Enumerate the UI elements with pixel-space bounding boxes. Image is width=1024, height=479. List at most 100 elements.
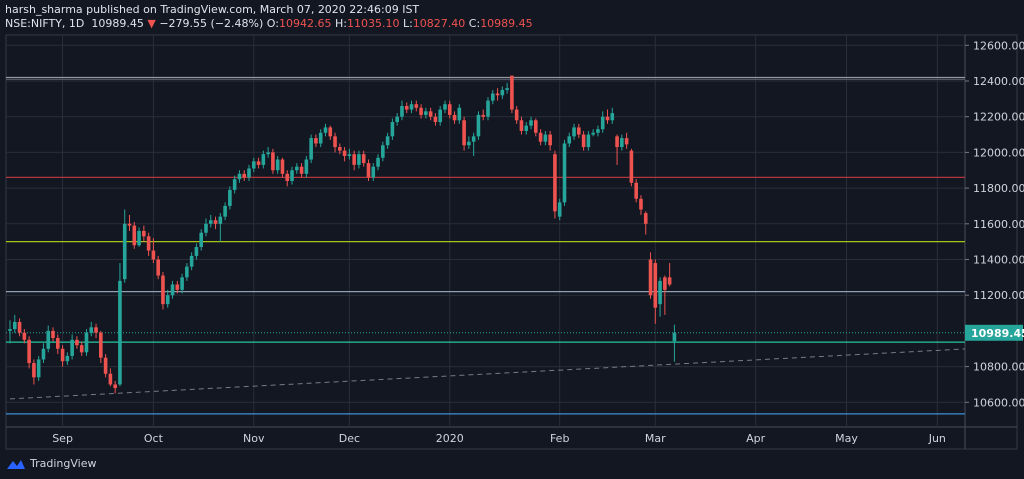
candle-down [352, 154, 356, 165]
candle-up [137, 230, 141, 246]
trendline[interactable] [9, 348, 966, 400]
x-tick-label: Apr [746, 432, 766, 445]
candle-down [419, 107, 423, 115]
candle-down [510, 75, 514, 110]
candle-down [299, 166, 304, 174]
y-tick-label: 12000.00 [973, 146, 1024, 159]
candle-up [620, 138, 624, 148]
candle-up [275, 159, 280, 171]
x-tick-label: May [835, 432, 858, 445]
x-tick-label: Dec [339, 432, 360, 445]
candle-up [290, 170, 294, 181]
candle-down [142, 230, 146, 237]
candle-up [204, 223, 208, 233]
candle-down [462, 120, 466, 146]
candle-up [529, 120, 533, 126]
candle-down [161, 275, 165, 305]
candle-down [538, 132, 543, 142]
candle-up [223, 205, 227, 217]
candle-up [180, 277, 184, 290]
y-tick-label: 12400.00 [973, 75, 1024, 88]
candle-down [213, 220, 218, 224]
candle-up [443, 104, 447, 110]
symbol-name[interactable]: NSE:NIFTY, 1D [5, 17, 85, 30]
candle-down [428, 111, 433, 117]
candle-down [634, 182, 638, 199]
close-label: C: [468, 17, 481, 30]
candle-down [605, 116, 610, 121]
candle-up [251, 161, 256, 169]
close-value: 10989.45 [480, 17, 533, 30]
brand-name: TradingView [30, 457, 97, 470]
candle-down [481, 114, 486, 117]
candle-up [357, 154, 361, 165]
candle-up [228, 189, 232, 206]
high-value: 11035.10 [346, 17, 400, 30]
candle-up [524, 125, 529, 131]
candle-up [471, 136, 476, 142]
candle-up [424, 111, 428, 115]
candle-down [60, 348, 65, 362]
candle-up [122, 223, 127, 280]
candle-up [596, 129, 600, 133]
candle-down [534, 120, 538, 133]
candle-down [113, 384, 117, 389]
candle-up [400, 105, 404, 117]
candle-up [557, 202, 562, 217]
candle-down [333, 136, 337, 148]
last-price-badge-label: 10989.45 [971, 327, 1024, 340]
candle-up [486, 100, 490, 117]
down-arrow-icon: ▼ [147, 17, 156, 30]
candle-down [548, 134, 552, 146]
candle-down [94, 327, 98, 333]
candle-up [89, 327, 94, 333]
candle-down [108, 373, 113, 385]
high-label: H: [334, 17, 347, 30]
candle-down [103, 357, 108, 374]
candle-up [376, 157, 380, 167]
open-label: O: [266, 17, 279, 30]
candle-up [390, 122, 395, 137]
candle-up [567, 136, 572, 144]
price-change: −279.55 (−2.48%) [159, 17, 264, 30]
candle-down [519, 120, 524, 131]
candle-up [586, 134, 591, 148]
candle-down [156, 259, 160, 276]
candle-up [199, 232, 203, 248]
candle-up [610, 113, 615, 121]
candle-up [395, 116, 399, 123]
candle-down [577, 127, 581, 135]
candle-down [51, 330, 55, 339]
candle-down [32, 363, 36, 378]
candle-down [433, 116, 438, 123]
y-tick-label: 12200.00 [973, 111, 1024, 124]
candle-up [70, 339, 74, 356]
candle-up [189, 255, 194, 267]
candle-up [185, 266, 189, 278]
candle-down [615, 136, 619, 148]
last-price-badge [965, 324, 1023, 341]
candle-down [271, 152, 275, 171]
candle-up [409, 104, 414, 110]
candle-up [347, 154, 352, 156]
candle-up [170, 284, 175, 296]
candle-up [457, 107, 462, 121]
candle-up [467, 141, 471, 146]
candle-up [385, 136, 390, 146]
y-tick-label: 11400.00 [973, 254, 1024, 267]
candle-up [12, 321, 17, 330]
candle-up [165, 295, 170, 305]
low-label: L: [402, 17, 413, 30]
candle-up [500, 89, 505, 96]
candle-down [366, 163, 371, 178]
candle-down [17, 321, 22, 333]
candle-down [175, 284, 180, 290]
candle-up [261, 154, 266, 165]
candle-up [572, 127, 576, 137]
candle-down [653, 263, 658, 308]
x-tick-label: Mar [645, 432, 666, 445]
candle-down [342, 150, 347, 156]
low-value: 10827.40 [412, 17, 466, 30]
candle-down [414, 104, 419, 108]
